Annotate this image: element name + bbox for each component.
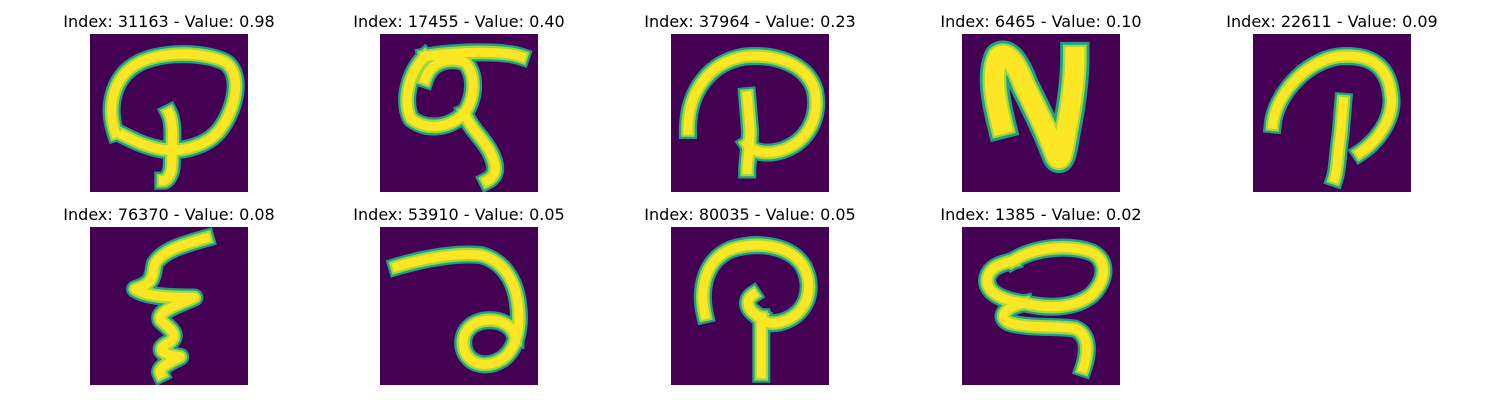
grid-cell: Index: 53910 - Value: 0.05 xyxy=(339,205,579,395)
glyph-curl-icon xyxy=(380,227,538,385)
glyph-arch-stem-icon xyxy=(1253,34,1411,192)
handwritten-stroke xyxy=(683,51,821,174)
grid-cell: Index: 76370 - Value: 0.08 xyxy=(49,205,289,395)
handwritten-stroke xyxy=(107,49,241,186)
grid-cell: Index: 1385 - Value: 0.02 xyxy=(921,205,1161,395)
glyph-arch-stem-icon xyxy=(671,227,829,385)
handwritten-stroke xyxy=(1267,51,1396,184)
cell-title: Index: 76370 - Value: 0.08 xyxy=(63,205,275,224)
glyph-loop-tail-icon xyxy=(962,227,1120,385)
handwritten-stroke xyxy=(984,45,1085,169)
grid-cell: Index: 37964 - Value: 0.23 xyxy=(630,12,870,202)
grid-cell: Index: 80035 - Value: 0.05 xyxy=(630,205,870,395)
digit-image xyxy=(671,227,829,385)
glyph-n-shape-icon xyxy=(962,34,1120,192)
digit-image xyxy=(90,227,248,385)
cell-title: Index: 37964 - Value: 0.23 xyxy=(644,12,856,31)
grid-cell: Index: 6465 - Value: 0.10 xyxy=(921,12,1161,202)
handwritten-stroke xyxy=(698,240,814,379)
glyph-p-loop-icon xyxy=(90,34,248,192)
digit-image xyxy=(671,34,829,192)
digit-image xyxy=(962,34,1120,192)
cell-title: Index: 17455 - Value: 0.40 xyxy=(353,12,565,31)
digit-image xyxy=(380,227,538,385)
cell-title: Index: 80035 - Value: 0.05 xyxy=(644,205,856,224)
handwritten-stroke xyxy=(982,243,1108,374)
grid-cell: Index: 17455 - Value: 0.40 xyxy=(339,12,579,202)
digit-image xyxy=(90,34,248,192)
grid-cell: Index: 31163 - Value: 0.98 xyxy=(49,12,289,202)
cell-title: Index: 6465 - Value: 0.10 xyxy=(940,12,1142,31)
handwritten-stroke xyxy=(402,47,527,187)
cell-title: Index: 31163 - Value: 0.98 xyxy=(63,12,275,31)
grid-cell: Index: 22611 - Value: 0.09 xyxy=(1212,12,1452,202)
cell-title: Index: 1385 - Value: 0.02 xyxy=(940,205,1142,224)
digit-image xyxy=(962,227,1120,385)
cell-title: Index: 22611 - Value: 0.09 xyxy=(1226,12,1438,31)
glyph-arch-stem-icon xyxy=(671,34,829,192)
handwritten-stroke xyxy=(130,232,212,380)
digit-image xyxy=(1253,34,1411,192)
handwritten-stroke xyxy=(391,249,524,369)
digit-image xyxy=(380,34,538,192)
cell-title: Index: 53910 - Value: 0.05 xyxy=(353,205,565,224)
glyph-q-loop-icon xyxy=(380,34,538,192)
glyph-zigzag-icon xyxy=(90,227,248,385)
